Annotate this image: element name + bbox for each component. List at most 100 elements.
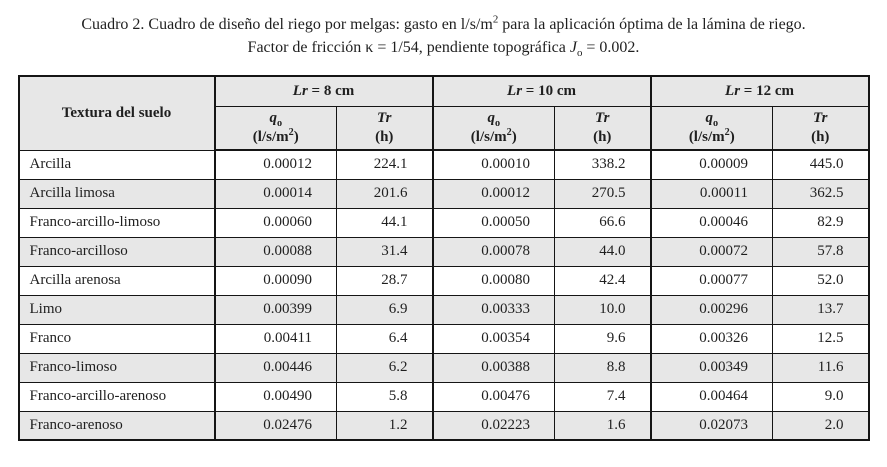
lr-value: = 8 cm <box>307 82 355 99</box>
tr-unit: (h) <box>593 128 612 145</box>
q0-value-cell: 0.00080 <box>431 265 556 296</box>
q0-value-cell: 0.00296 <box>649 294 774 325</box>
caption-subscript: o <box>576 47 583 60</box>
table-row: Arcilla 0.00012 224.1 0.00010 338.2 0.00… <box>18 149 869 180</box>
q0-value-cell: 0.00011 <box>649 178 774 209</box>
q0-value-cell: 0.00046 <box>649 207 774 238</box>
q0-value-cell: 0.02223 <box>431 410 556 441</box>
tr-value-cell: 52.0 <box>772 265 869 296</box>
design-table-wrapper: Textura del suelo Lr = 8 cm Lr = 10 cm L… <box>17 75 870 441</box>
tr-value-cell: 11.6 <box>772 352 869 383</box>
soil-texture-cell: Franco <box>18 323 215 354</box>
tr-value-cell: 42.4 <box>554 265 652 296</box>
tr-value-cell: 224.1 <box>335 149 434 180</box>
q0-value-cell: 0.00333 <box>431 294 556 325</box>
q0-variable: q <box>269 109 277 126</box>
caption-text: para la aplicación óptima de la lámina d… <box>498 16 806 33</box>
tr-value-cell: 270.5 <box>554 178 652 209</box>
caption-variable: J <box>569 39 577 56</box>
table-header: Textura del suelo Lr = 8 cm Lr = 10 cm L… <box>18 75 869 151</box>
column-header-tr-10cm: Tr (h) <box>554 105 652 151</box>
table-caption: Cuadro 2. Cuadro de diseño del riego por… <box>0 0 887 59</box>
caption-line-2: Factor de fricción κ = 1/54, pendiente t… <box>0 36 887 59</box>
q0-unit: ) <box>293 128 299 145</box>
soil-texture-cell: Franco-arcilloso <box>18 236 215 267</box>
q0-value-cell: 0.00014 <box>213 178 337 209</box>
lr-value: = 10 cm <box>522 82 576 99</box>
lr-variable: Lr <box>507 82 523 99</box>
soil-texture-cell: Franco-arenoso <box>18 410 215 441</box>
tr-value-cell: 28.7 <box>335 265 434 296</box>
tr-value-cell: 82.9 <box>772 207 869 238</box>
design-table: Textura del suelo Lr = 8 cm Lr = 10 cm L… <box>17 75 870 441</box>
column-group-lr-8cm: Lr = 8 cm <box>213 75 434 107</box>
q0-value-cell: 0.00464 <box>649 381 774 412</box>
q0-value-cell: 0.00010 <box>431 149 556 180</box>
caption-text: = 0.002. <box>582 39 640 56</box>
q0-value-cell: 0.00349 <box>649 352 774 383</box>
tr-value-cell: 338.2 <box>554 149 652 180</box>
tr-value-cell: 6.4 <box>335 323 434 354</box>
q0-value-cell: 0.00411 <box>213 323 337 354</box>
q0-value-cell: 0.00476 <box>431 381 556 412</box>
q0-value-cell: 0.00077 <box>649 265 774 296</box>
q0-value-cell: 0.00078 <box>431 236 556 267</box>
q0-value-cell: 0.00088 <box>213 236 337 267</box>
soil-texture-cell: Arcilla arenosa <box>18 265 215 296</box>
tr-unit: (h) <box>375 128 394 145</box>
q0-value-cell: 0.00388 <box>431 352 556 383</box>
caption-line-1: Cuadro 2. Cuadro de diseño del riego por… <box>0 13 887 36</box>
tr-value-cell: 9.6 <box>554 323 652 354</box>
soil-texture-cell: Franco-arcillo-limoso <box>18 207 215 238</box>
column-header-tr-12cm: Tr (h) <box>772 105 869 151</box>
table-row: Limo 0.00399 6.9 0.00333 10.0 0.00296 13… <box>18 294 869 325</box>
column-header-q0-8cm: qo (l/s/m2) <box>213 105 337 151</box>
soil-texture-cell: Arcilla limosa <box>18 178 215 209</box>
header-group-row: Textura del suelo Lr = 8 cm Lr = 10 cm L… <box>18 75 869 151</box>
q0-value-cell: 0.00326 <box>649 323 774 354</box>
column-header-tr-8cm: Tr (h) <box>335 105 434 151</box>
q0-subscript: o <box>276 117 283 129</box>
table-row: Franco-arcillo-limoso 0.00060 44.1 0.000… <box>18 207 869 238</box>
tr-value-cell: 1.2 <box>335 410 434 441</box>
q0-unit: (l/s/m <box>688 128 725 145</box>
tr-value-cell: 66.6 <box>554 207 652 238</box>
q0-value-cell: 0.00012 <box>213 149 337 180</box>
tr-unit: (h) <box>811 128 830 145</box>
tr-value-cell: 10.0 <box>554 294 652 325</box>
q0-unit: (l/s/m <box>252 128 289 145</box>
q0-value-cell: 0.00050 <box>431 207 556 238</box>
soil-texture-cell: Franco-limoso <box>18 352 215 383</box>
q0-variable: q <box>705 109 713 126</box>
q0-value-cell: 0.00072 <box>649 236 774 267</box>
q0-subscript: o <box>494 117 501 129</box>
tr-value-cell: 13.7 <box>772 294 869 325</box>
q0-unit: ) <box>511 128 517 145</box>
q0-value-cell: 0.00012 <box>431 178 556 209</box>
table-row: Franco-arcillo-arenoso 0.00490 5.8 0.004… <box>18 381 869 412</box>
tr-value-cell: 2.0 <box>772 410 869 441</box>
tr-value-cell: 201.6 <box>335 178 434 209</box>
tr-variable: Tr <box>377 109 392 126</box>
tr-variable: Tr <box>813 109 828 126</box>
lr-variable: Lr <box>725 82 741 99</box>
column-header-q0-10cm: qo (l/s/m2) <box>431 105 556 151</box>
q0-subscript: o <box>712 117 719 129</box>
q0-unit-superscript: 2 <box>288 126 294 138</box>
soil-texture-cell: Arcilla <box>18 149 215 180</box>
q0-value-cell: 0.00090 <box>213 265 337 296</box>
q0-value-cell: 0.00009 <box>649 149 774 180</box>
table-row: Arcilla arenosa 0.00090 28.7 0.00080 42.… <box>18 265 869 296</box>
tr-value-cell: 12.5 <box>772 323 869 354</box>
q0-value-cell: 0.00060 <box>213 207 337 238</box>
column-group-lr-12cm: Lr = 12 cm <box>649 75 869 107</box>
lr-value: = 12 cm <box>740 82 794 99</box>
q0-unit: ) <box>729 128 735 145</box>
soil-texture-cell: Limo <box>18 294 215 325</box>
tr-variable: Tr <box>595 109 610 126</box>
tr-value-cell: 6.9 <box>335 294 434 325</box>
table-row: Franco-arenoso 0.02476 1.2 0.02223 1.6 0… <box>18 410 869 441</box>
caption-text: Factor de fricción κ = 1/54, pendiente t… <box>247 39 570 56</box>
q0-value-cell: 0.02476 <box>213 410 337 441</box>
table-row: Franco-arcilloso 0.00088 31.4 0.00078 44… <box>18 236 869 267</box>
